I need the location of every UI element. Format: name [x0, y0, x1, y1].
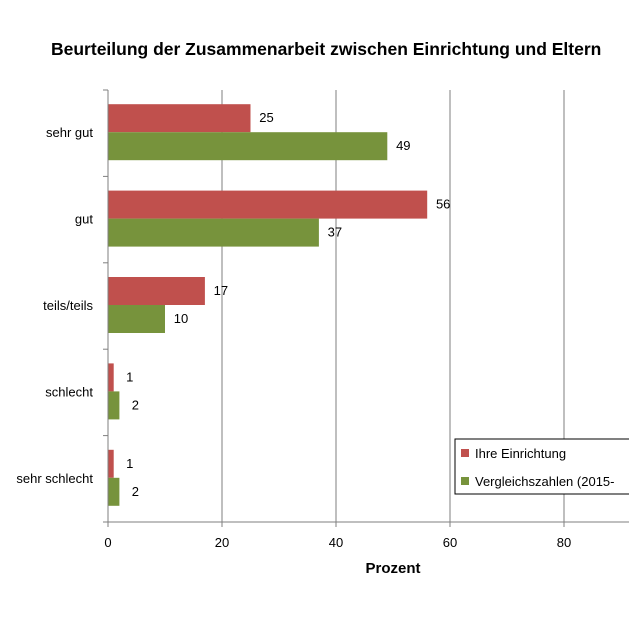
data-label: 1	[126, 456, 133, 471]
bar-series-2	[108, 477, 120, 506]
bar-series-1	[108, 190, 428, 219]
data-label: 17	[214, 283, 228, 298]
x-tick-label: 80	[557, 535, 571, 550]
data-label: 37	[328, 225, 342, 240]
category-label: schlecht	[45, 384, 93, 399]
bar-series-2	[108, 391, 120, 420]
bars	[108, 104, 428, 506]
legend: Ihre Einrichtung Vergleichszahlen (2015-	[454, 438, 629, 495]
data-label: 1	[126, 369, 133, 384]
data-label: 25	[259, 110, 273, 125]
category-label: gut	[75, 212, 93, 227]
data-label: 49	[396, 138, 410, 153]
bar-series-1	[108, 104, 251, 133]
data-label: 10	[174, 311, 188, 326]
x-tick-labels: 0 20 40 60 80	[104, 535, 571, 550]
chart-title: Beurteilung der Zusammenarbeit zwischen …	[51, 39, 601, 59]
x-tick-label: 20	[215, 535, 229, 550]
bar-series-2	[108, 305, 165, 333]
legend-label-series-1: Ihre Einrichtung	[475, 446, 566, 461]
bar-series-2	[108, 132, 388, 161]
bar-series-1	[108, 363, 114, 392]
legend-swatch-series-2	[461, 477, 469, 485]
bar-series-2	[108, 218, 319, 247]
legend-label-series-2: Vergleichszahlen (2015-	[475, 474, 614, 489]
legend-box	[454, 438, 629, 495]
data-label: 56	[436, 197, 450, 212]
x-tick-label: 0	[104, 535, 111, 550]
bar-series-1	[108, 277, 205, 305]
legend-swatch-series-1	[461, 449, 469, 457]
x-axis-title: Prozent	[365, 560, 420, 577]
data-labels: 25 49 56 37 17 10 1 2 1 2	[126, 110, 450, 499]
axis	[103, 89, 629, 527]
bar-series-1	[108, 449, 114, 478]
x-tick-label: 60	[443, 535, 457, 550]
category-label: teils/teils	[43, 298, 93, 313]
category-label: sehr schlecht	[16, 471, 93, 486]
data-label: 2	[132, 484, 139, 499]
category-label: sehr gut	[46, 125, 93, 140]
x-tick-label: 40	[329, 535, 343, 550]
category-labels: sehr gut gut teils/teils schlecht sehr schle…	[16, 125, 93, 486]
data-label: 2	[132, 397, 139, 412]
